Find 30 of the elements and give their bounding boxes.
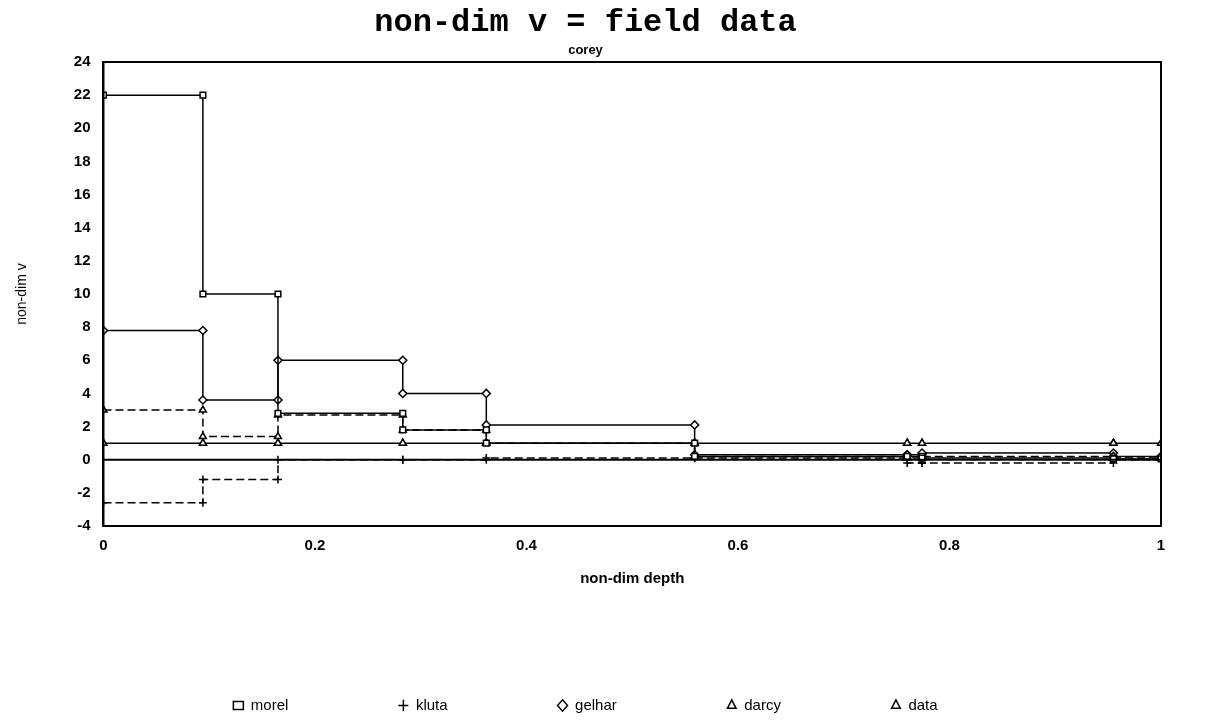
y-tick-label: 14 [73, 217, 92, 235]
x-axis-title: non-dim depth [580, 569, 685, 587]
y-tick-label: 2 [82, 416, 91, 434]
x-tick-label: 0.6 [727, 536, 749, 554]
y-tick-label: 8 [82, 317, 91, 335]
legend-label: morel [250, 695, 289, 713]
x-tick-label: 0.4 [516, 536, 538, 554]
x-tick-label: 1 [1156, 536, 1166, 554]
y-tick-label: 6 [82, 350, 91, 368]
y-tick-label: 22 [73, 85, 91, 103]
y-tick-label: -4 [77, 516, 92, 534]
y-tick-label: 0 [82, 449, 91, 467]
y-axis-title: non-dim v [13, 263, 30, 325]
y-tick-label: 18 [73, 151, 91, 169]
x-tick-label: 0.8 [939, 536, 960, 554]
y-tick-label: 20 [73, 118, 91, 136]
y-tick-label: 4 [82, 383, 92, 401]
legend-label: data [908, 695, 939, 713]
chart-title: non-dim v = field data [374, 4, 797, 42]
x-tick-label: 0.2 [304, 536, 326, 554]
x-tick-label: 0 [99, 536, 108, 554]
y-tick-label: 10 [73, 284, 91, 302]
y-tick-label: 12 [73, 251, 91, 268]
chart-subtitle: corey [568, 41, 604, 57]
y-tick-label: 24 [73, 52, 92, 70]
legend-label: kluta [415, 695, 449, 713]
y-tick-label: -2 [77, 483, 91, 500]
legend-label: darcy [744, 695, 782, 713]
legend-label: gelhar [575, 695, 617, 713]
y-tick-label: 16 [73, 184, 91, 202]
